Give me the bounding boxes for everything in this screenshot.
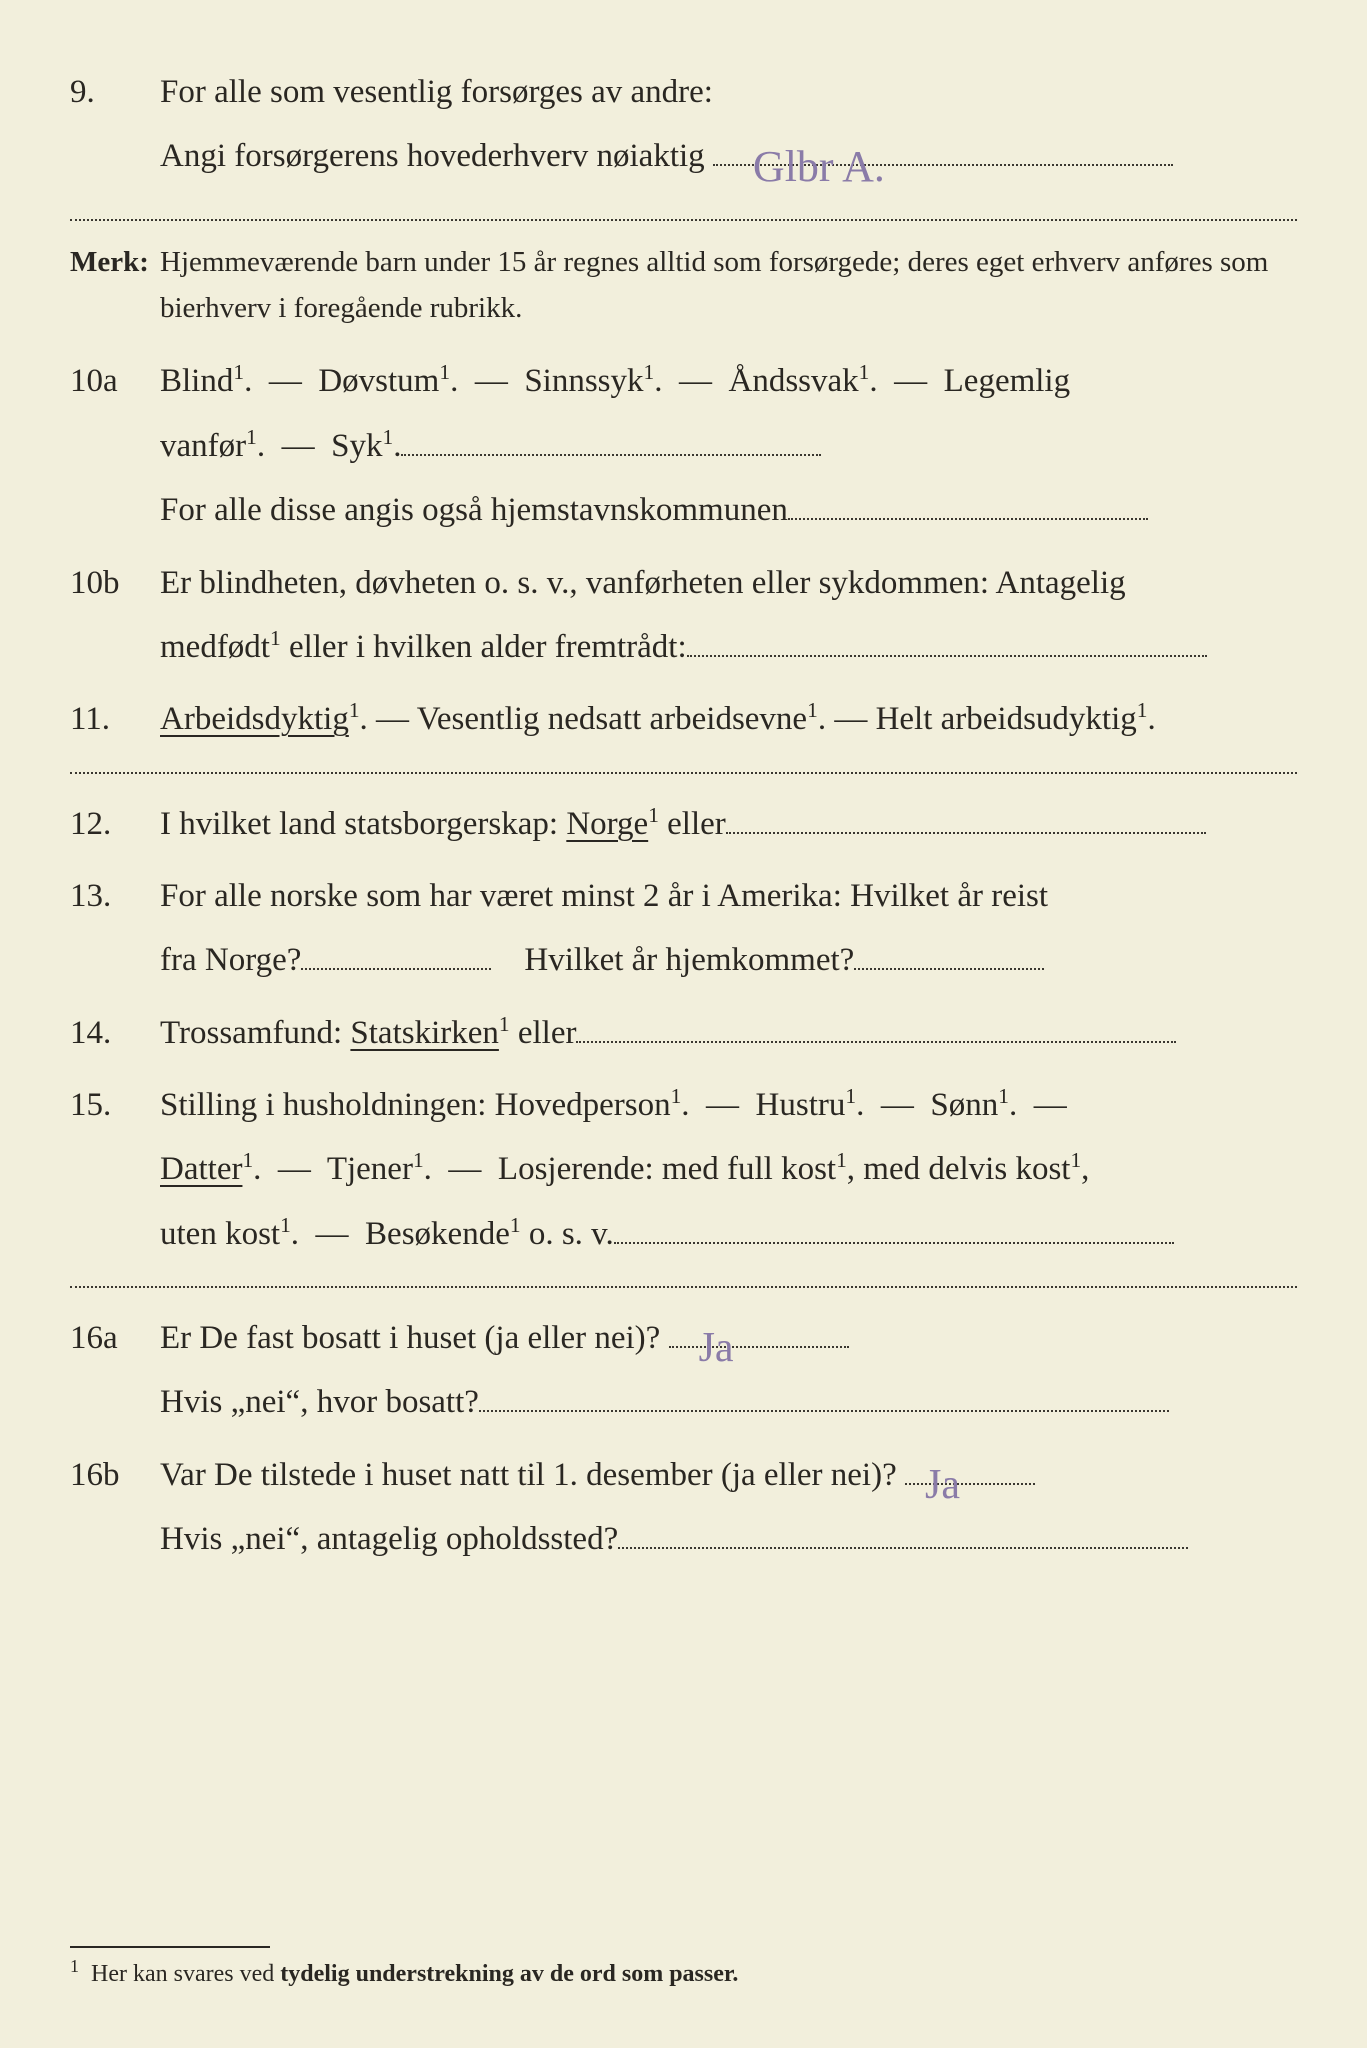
q14-number: 14.	[70, 1015, 160, 1052]
q15-body: Stilling i husholdningen: Hovedperson1. …	[160, 1073, 1297, 1266]
q9-line2: Angi forsørgerens hovederhverv nøiaktig	[160, 138, 705, 174]
q16b-text1: Var De tilstede i huset natt til 1. dese…	[160, 1457, 897, 1493]
opt-legemlig: Legemlig	[944, 363, 1070, 399]
q13-number: 13.	[70, 878, 160, 915]
q11-opt1: Arbeidsdyktig	[160, 701, 349, 737]
opt-sinnssyk: Sinnssyk	[524, 363, 643, 399]
q9-line1: For alle som vesentlig forsørges av andr…	[160, 74, 713, 110]
footnote-num: 1	[70, 1956, 79, 1976]
question-16b: 16b Var De tilstede i huset natt til 1. …	[70, 1443, 1297, 1572]
q16a-number: 16a	[70, 1320, 160, 1357]
footnote-text-a: Her kan svares ved	[91, 1961, 280, 1987]
q10a-number: 10a	[70, 363, 160, 400]
q11-body: Arbeidsdyktig1. — Vesentlig nedsatt arbe…	[160, 687, 1297, 751]
q16a-text2: Hvis „nei“, hvor bosatt?	[160, 1384, 479, 1420]
divider	[70, 1286, 1297, 1288]
q10a-body: Blind1. — Døvstum1. — Sinnssyk1. — Åndss…	[160, 349, 1297, 542]
q13-body: For alle norske som har været minst 2 år…	[160, 864, 1297, 993]
q15-line3c: o. s. v.	[521, 1216, 614, 1252]
opt-blind: Blind	[160, 363, 233, 399]
footnote: 1 Her kan svares ved tydelig understrekn…	[70, 1956, 1297, 1988]
q13-text2a: fra Norge?	[160, 942, 301, 978]
q15-losj: Losjerende: med full kost	[498, 1151, 836, 1187]
q12-body: I hvilket land statsborgerskap: Norge1 e…	[160, 792, 1297, 856]
q16a-text1: Er De fast bosatt i huset (ja eller nei)…	[160, 1320, 660, 1356]
q14-fill[interactable]	[576, 1041, 1176, 1043]
q16a-fill1[interactable]: Ja	[669, 1346, 849, 1348]
q9-number: 9.	[70, 74, 160, 111]
q14-opt: Statskirken	[350, 1015, 498, 1051]
question-10b: 10b Er blindheten, døvheten o. s. v., va…	[70, 551, 1297, 680]
q12-opt: Norge	[566, 806, 648, 842]
footnote-region: 1 Her kan svares ved tydelig understrekn…	[70, 1946, 1297, 1988]
divider	[70, 219, 1297, 221]
q9-body: For alle som vesentlig forsørges av andr…	[160, 60, 1297, 189]
merk-note: Merk: Hjemmeværende barn under 15 år reg…	[70, 239, 1297, 332]
opt-dovstum: Døvstum	[318, 363, 439, 399]
q9-handwritten: Glbr A.	[753, 124, 885, 210]
q13-fill2[interactable]	[854, 968, 1044, 970]
q15-number: 15.	[70, 1087, 160, 1124]
q11-opt2: Vesentlig nedsatt arbeidsevne	[417, 701, 807, 737]
q12-after: eller	[659, 806, 726, 842]
q16b-number: 16b	[70, 1457, 160, 1494]
q10a-line3-fill[interactable]	[788, 518, 1148, 520]
question-16a: 16a Er De fast bosatt i huset (ja eller …	[70, 1306, 1297, 1435]
q11-number: 11.	[70, 701, 160, 738]
q10b-text2b: eller i hvilken alder fremtrådt:	[281, 629, 687, 665]
opt-vanfor: vanfør	[160, 428, 246, 464]
q10b-text2a: medfødt	[160, 629, 270, 665]
merk-label: Merk:	[70, 246, 160, 279]
q16a-body: Er De fast bosatt i huset (ja eller nei)…	[160, 1306, 1297, 1435]
q16a-fill2[interactable]	[479, 1410, 1169, 1412]
q15-datter: Datter	[160, 1151, 242, 1187]
q14-after: eller	[510, 1015, 577, 1051]
q15-fill[interactable]	[614, 1242, 1174, 1244]
q10b-text1: Er blindheten, døvheten o. s. v., vanfør…	[160, 565, 1126, 601]
question-13: 13. For alle norske som har været minst …	[70, 864, 1297, 993]
q14-body: Trossamfund: Statskirken1 eller	[160, 1001, 1297, 1065]
q10b-fill[interactable]	[687, 655, 1207, 657]
q16b-text2: Hvis „nei“, antagelig opholdssted?	[160, 1521, 618, 1557]
q13-text1: For alle norske som har været minst 2 år…	[160, 878, 1048, 914]
q16b-hw: Ja	[925, 1445, 960, 1527]
q10b-body: Er blindheten, døvheten o. s. v., vanfør…	[160, 551, 1297, 680]
merk-text: Hjemmeværende barn under 15 år regnes al…	[160, 239, 1297, 332]
q12-text: I hvilket land statsborgerskap:	[160, 806, 566, 842]
q10a-line3: For alle disse angis også hjemstavnskomm…	[160, 492, 788, 528]
opt-syk: Syk	[331, 428, 382, 464]
q14-text: Trossamfund:	[160, 1015, 350, 1051]
q15-sonn: Sønn	[930, 1087, 998, 1123]
q16b-fill2[interactable]	[618, 1547, 1188, 1549]
question-10a: 10a Blind1. — Døvstum1. — Sinnssyk1. — Å…	[70, 349, 1297, 542]
footnote-text-b: tydelig understrekning av de ord som pas…	[280, 1961, 738, 1987]
q13-text2b: Hvilket år hjemkommet?	[524, 942, 854, 978]
q10a-line2-fill[interactable]	[401, 454, 821, 456]
question-12: 12. I hvilket land statsborgerskap: Norg…	[70, 792, 1297, 856]
question-15: 15. Stilling i husholdningen: Hovedperso…	[70, 1073, 1297, 1266]
opt-andssvak: Åndssvak	[729, 363, 859, 399]
q15-hovedperson: Hovedperson	[495, 1087, 671, 1123]
question-14: 14. Trossamfund: Statskirken1 eller	[70, 1001, 1297, 1065]
question-11: 11. Arbeidsdyktig1. — Vesentlig nedsatt …	[70, 687, 1297, 751]
q16b-body: Var De tilstede i huset natt til 1. dese…	[160, 1443, 1297, 1572]
question-9: 9. For alle som vesentlig forsørges av a…	[70, 60, 1297, 189]
q15-line3b: Besøkende	[365, 1216, 510, 1252]
q11-opt3: Helt arbeidsudyktig	[876, 701, 1137, 737]
q15-tjener: Tjener	[327, 1151, 413, 1187]
q15-lead: Stilling i husholdningen:	[160, 1087, 495, 1123]
q10b-number: 10b	[70, 565, 160, 602]
q16a-hw: Ja	[699, 1308, 734, 1390]
q12-fill[interactable]	[726, 832, 1206, 834]
q15-hustru: Hustru	[756, 1087, 846, 1123]
q16b-fill1[interactable]: Ja	[905, 1483, 1035, 1485]
q13-fill1[interactable]	[301, 968, 491, 970]
q9-answer-line[interactable]: Glbr A.	[713, 164, 1173, 166]
q15-losj2: , med delvis kost	[847, 1151, 1071, 1187]
q15-line3a: uten kost	[160, 1216, 280, 1252]
q12-number: 12.	[70, 806, 160, 843]
footnote-rule	[70, 1946, 270, 1948]
divider	[70, 772, 1297, 774]
